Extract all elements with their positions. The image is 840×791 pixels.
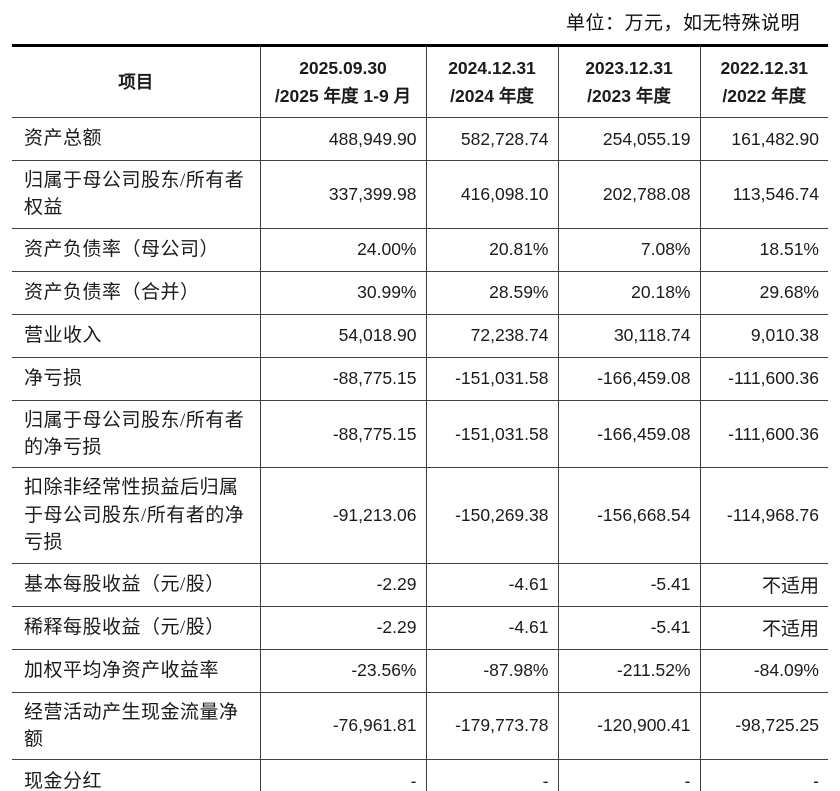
cell-value: -87.98% bbox=[425, 649, 558, 693]
column-header-line1: 项目 bbox=[118, 72, 154, 92]
cell-value: 29.68% bbox=[699, 271, 828, 315]
cell-value: 7.08% bbox=[557, 228, 700, 272]
cell-value: 30,118.74 bbox=[557, 314, 700, 358]
cell-value: -88,775.15 bbox=[259, 357, 426, 401]
table-row: 归属于母公司股东/所有者的净亏损 -88,775.15 -151,031.58 -16… bbox=[12, 400, 828, 469]
cell-value: -111,600.36 bbox=[699, 357, 828, 401]
cell-value: -150,269.38 bbox=[425, 467, 558, 564]
row-label: 归属于母公司股东/所有者的净亏损 bbox=[12, 400, 260, 469]
column-header-item: 项目 bbox=[12, 45, 260, 118]
cell-value: 254,055.19 bbox=[557, 117, 700, 161]
table-row: 资产总额 488,949.90 582,728.74 254,055.19 161,48… bbox=[12, 117, 828, 161]
cell-value: -151,031.58 bbox=[425, 357, 558, 401]
table-row: 现金分红 - - - - bbox=[12, 759, 828, 791]
table-row: 加权平均净资产收益率 -23.56% -87.98% -211.52% -84.09% bbox=[12, 649, 828, 693]
cell-value: 24.00% bbox=[259, 228, 426, 272]
cell-value: 18.51% bbox=[699, 228, 828, 272]
cell-value: 582,728.74 bbox=[425, 117, 558, 161]
row-label: 基本每股收益（元/股） bbox=[12, 563, 260, 607]
cell-value: -91,213.06 bbox=[259, 467, 426, 564]
column-header-line1: 2025.09.30 bbox=[299, 58, 387, 78]
cell-value: -2.29 bbox=[259, 606, 426, 650]
table-body: 资产总额 488,949.90 582,728.74 254,055.19 161,48… bbox=[12, 117, 828, 791]
cell-value: 54,018.90 bbox=[259, 314, 426, 358]
cell-value: 9,010.38 bbox=[699, 314, 828, 358]
column-header-period: 2024.12.31/2024 年度 bbox=[425, 45, 558, 118]
row-label: 归属于母公司股东/所有者权益 bbox=[12, 160, 260, 229]
row-label: 加权平均净资产收益率 bbox=[12, 649, 260, 693]
table-row: 营业收入 54,018.90 72,238.74 30,118.74 9,010.38 bbox=[12, 314, 828, 358]
cell-value: 488,949.90 bbox=[259, 117, 426, 161]
table-row: 资产负债率（母公司） 24.00% 20.81% 7.08% 18.51% bbox=[12, 228, 828, 272]
cell-value: -76,961.81 bbox=[259, 692, 426, 761]
column-header-period: 2022.12.31/2022 年度 bbox=[699, 45, 828, 118]
cell-value: 161,482.90 bbox=[699, 117, 828, 161]
cell-value: 337,399.98 bbox=[259, 160, 426, 229]
cell-value: -84.09% bbox=[699, 649, 828, 693]
financial-summary-table: 项目 2025.09.30/2025 年度 1-9 月 2024.12.31/202… bbox=[12, 44, 828, 791]
table-row: 扣除非经常性损益后归属于母公司股东/所有者的净亏损 -91,213.06 -150,… bbox=[12, 467, 828, 564]
row-label: 营业收入 bbox=[12, 314, 260, 358]
cell-value: -179,773.78 bbox=[425, 692, 558, 761]
cell-value: - bbox=[425, 759, 558, 791]
row-label: 稀释每股收益（元/股） bbox=[12, 606, 260, 650]
cell-value: -151,031.58 bbox=[425, 400, 558, 469]
cell-value: -4.61 bbox=[425, 606, 558, 650]
cell-value: - bbox=[699, 759, 828, 791]
column-header-line1: 2024.12.31 bbox=[448, 58, 536, 78]
cell-value: 113,546.74 bbox=[699, 160, 828, 229]
cell-value: -120,900.41 bbox=[557, 692, 700, 761]
cell-value: 不适用 bbox=[699, 563, 828, 607]
column-header-line1: 2023.12.31 bbox=[585, 58, 673, 78]
cell-value: 20.18% bbox=[557, 271, 700, 315]
column-header-line2: /2022 年度 bbox=[722, 86, 807, 106]
table-header: 项目 2025.09.30/2025 年度 1-9 月 2024.12.31/202… bbox=[12, 45, 828, 118]
cell-value: 28.59% bbox=[425, 271, 558, 315]
cell-value: 不适用 bbox=[699, 606, 828, 650]
cell-value: -166,459.08 bbox=[557, 400, 700, 469]
row-label: 净亏损 bbox=[12, 357, 260, 401]
cell-value: -23.56% bbox=[259, 649, 426, 693]
cell-value: -166,459.08 bbox=[557, 357, 700, 401]
table-row: 净亏损 -88,775.15 -151,031.58 -166,459.08 -111,… bbox=[12, 357, 828, 401]
cell-value: -98,725.25 bbox=[699, 692, 828, 761]
header-row: 项目 2025.09.30/2025 年度 1-9 月 2024.12.31/202… bbox=[12, 45, 828, 118]
cell-value: 30.99% bbox=[259, 271, 426, 315]
cell-value: -156,668.54 bbox=[557, 467, 700, 564]
cell-value: -5.41 bbox=[557, 606, 700, 650]
cell-value: -111,600.36 bbox=[699, 400, 828, 469]
row-label: 资产总额 bbox=[12, 117, 260, 161]
cell-value: -211.52% bbox=[557, 649, 700, 693]
table-row: 归属于母公司股东/所有者权益 337,399.98 416,098.10 202,78… bbox=[12, 160, 828, 229]
column-header-line1: 2022.12.31 bbox=[720, 58, 809, 78]
cell-value: -88,775.15 bbox=[259, 400, 426, 469]
unit-note: 单位：万元，如无特殊说明 bbox=[565, 13, 800, 34]
cell-value: -2.29 bbox=[259, 563, 426, 607]
cell-value: 416,098.10 bbox=[425, 160, 558, 229]
column-header-line2: /2025 年度 1-9 月 bbox=[274, 86, 412, 106]
cell-value: -5.41 bbox=[557, 563, 700, 607]
row-label: 经营活动产生现金流量净额 bbox=[12, 692, 260, 761]
cell-value: - bbox=[557, 759, 700, 791]
row-label: 资产负债率（合并） bbox=[12, 271, 260, 315]
cell-value: -4.61 bbox=[425, 563, 558, 607]
table-row: 资产负债率（合并） 30.99% 28.59% 20.18% 29.68% bbox=[12, 271, 828, 315]
table-row: 稀释每股收益（元/股） -2.29 -4.61 -5.41 不适用 bbox=[12, 606, 828, 650]
cell-value: - bbox=[259, 759, 426, 791]
table-row: 基本每股收益（元/股） -2.29 -4.61 -5.41 不适用 bbox=[12, 563, 828, 607]
cell-value: 72,238.74 bbox=[425, 314, 558, 358]
row-label: 资产负债率（母公司） bbox=[12, 228, 260, 272]
table-row: 经营活动产生现金流量净额 -76,961.81 -179,773.78 -120,90… bbox=[12, 692, 828, 761]
cell-value: 20.81% bbox=[425, 228, 558, 272]
cell-value: -114,968.76 bbox=[699, 467, 828, 564]
column-header-period: 2023.12.31/2023 年度 bbox=[557, 45, 700, 118]
column-header-period: 2025.09.30/2025 年度 1-9 月 bbox=[259, 45, 426, 118]
column-header-line2: /2023 年度 bbox=[587, 86, 671, 106]
cell-value: 202,788.08 bbox=[557, 160, 700, 229]
row-label: 扣除非经常性损益后归属于母公司股东/所有者的净亏损 bbox=[12, 467, 260, 564]
column-header-line2: /2024 年度 bbox=[450, 86, 534, 106]
row-label: 现金分红 bbox=[12, 759, 260, 791]
